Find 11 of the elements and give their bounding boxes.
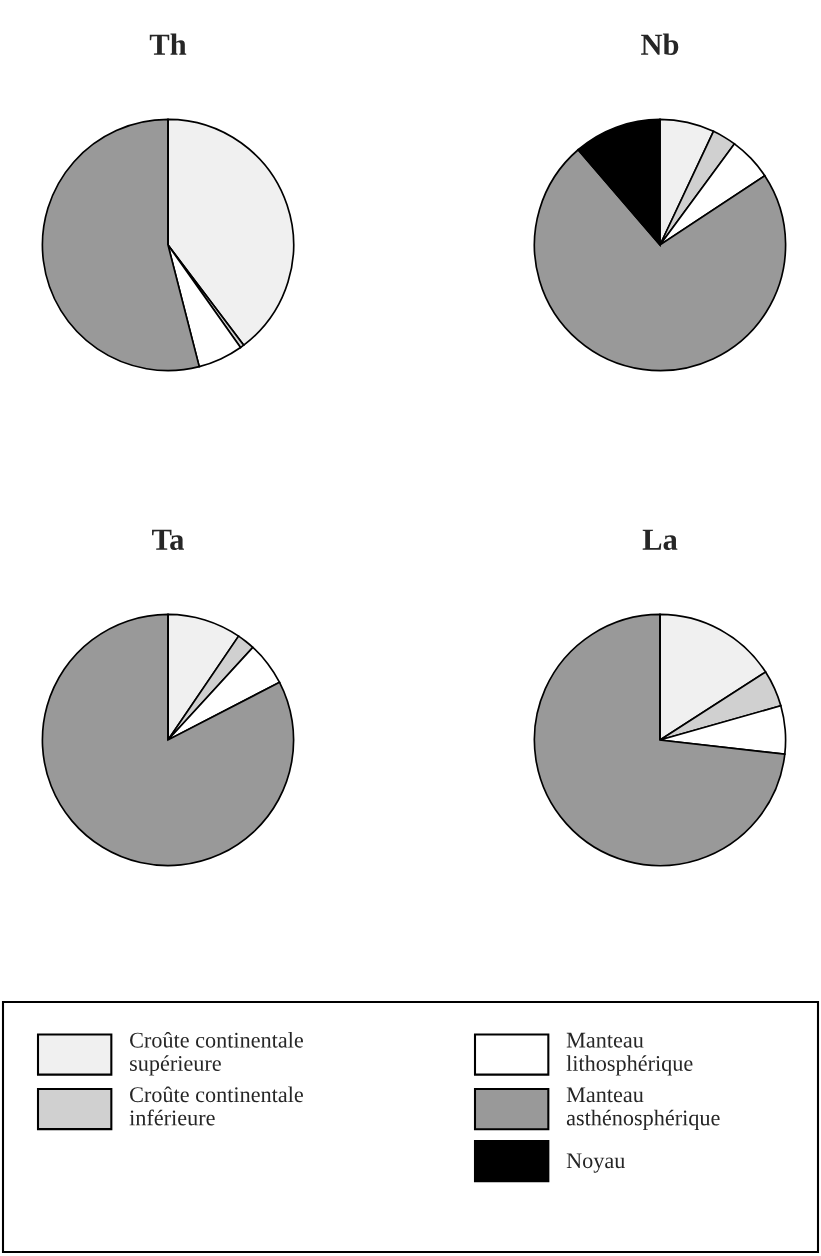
chart-title: Ta <box>152 529 184 550</box>
pie-slice <box>41 613 295 867</box>
legend-label: Croûte continentale inférieure <box>129 1086 303 1126</box>
chart-title: Th <box>149 33 187 55</box>
chart-title: Nb <box>641 33 679 55</box>
legend-label: Croûte continentale supérieure <box>130 1031 303 1076</box>
legend-label: Noyau <box>566 1153 625 1173</box>
pie-slice <box>533 613 786 867</box>
chart-title: La <box>642 529 678 550</box>
legend-label: Manteau lithosphérique <box>566 1032 693 1076</box>
legend-label: Manteau asthénosphérique <box>566 1087 720 1130</box>
